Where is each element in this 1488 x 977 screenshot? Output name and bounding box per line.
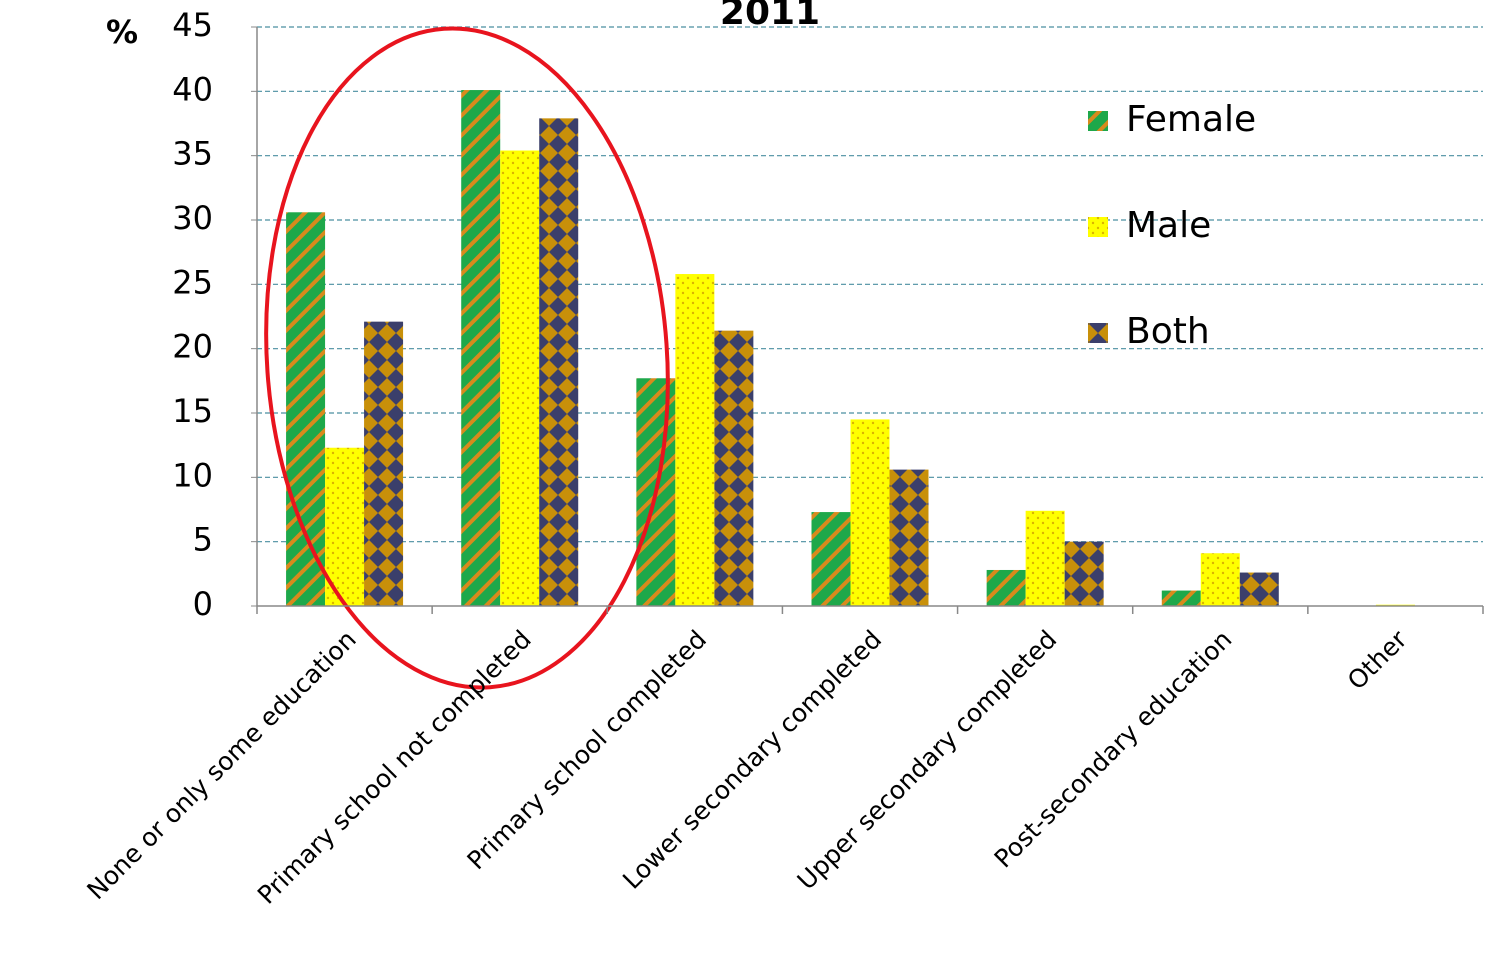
bar bbox=[325, 447, 365, 606]
legend-swatch bbox=[1088, 217, 1108, 237]
y-tick-label: 35 bbox=[172, 135, 213, 173]
bar bbox=[286, 212, 326, 606]
bar bbox=[1239, 572, 1279, 606]
bar bbox=[1025, 510, 1065, 606]
y-tick-label: 25 bbox=[172, 263, 213, 301]
bar bbox=[1064, 541, 1104, 606]
y-tick-label: 0 bbox=[193, 585, 213, 623]
y-tick-label: 20 bbox=[172, 328, 213, 366]
bar bbox=[500, 150, 540, 606]
y-tick-label: 40 bbox=[172, 70, 213, 108]
chart-title: 2011 bbox=[720, 0, 820, 33]
bar bbox=[675, 274, 715, 606]
bar bbox=[1200, 553, 1240, 606]
y-tick-label: 10 bbox=[172, 456, 213, 494]
y-tick-label: 15 bbox=[172, 392, 213, 430]
bar bbox=[364, 321, 404, 606]
y-axis-label: % bbox=[106, 13, 138, 51]
legend-swatch bbox=[1088, 111, 1108, 131]
highlight-ellipse bbox=[264, 26, 670, 690]
legend-label: Both bbox=[1126, 311, 1210, 352]
y-tick-label: 45 bbox=[172, 6, 213, 44]
y-tick-label: 5 bbox=[193, 521, 213, 559]
legend-swatch bbox=[1088, 323, 1108, 343]
bar bbox=[811, 512, 851, 606]
x-tick-label: Other bbox=[1342, 624, 1413, 695]
legend-label: Female bbox=[1126, 99, 1256, 140]
bar bbox=[539, 118, 579, 606]
x-tick-label: Primary school not completed bbox=[252, 625, 537, 910]
bar bbox=[986, 569, 1026, 606]
x-tick-label: None or only some education bbox=[81, 625, 361, 905]
bar bbox=[461, 90, 501, 606]
bar bbox=[714, 330, 754, 606]
bar bbox=[850, 419, 890, 606]
bar bbox=[1161, 590, 1201, 606]
bar bbox=[889, 469, 929, 606]
y-tick-label: 30 bbox=[172, 199, 213, 237]
legend-label: Male bbox=[1126, 205, 1211, 246]
